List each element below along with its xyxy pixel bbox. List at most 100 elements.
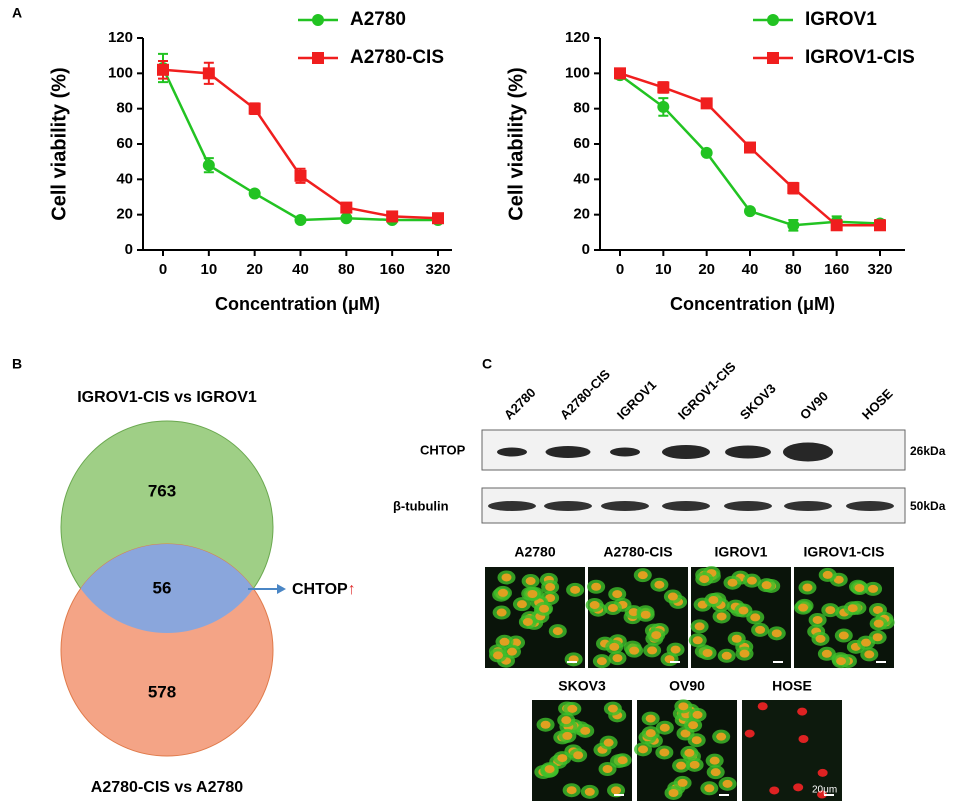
nucleus (603, 738, 614, 747)
y-axis-label: Cell viability (%) (48, 67, 70, 220)
nucleus (854, 584, 865, 593)
marker (248, 187, 261, 200)
nucleus (659, 748, 670, 757)
nucleus (678, 702, 689, 711)
nucleus (812, 615, 823, 624)
marker (874, 219, 886, 232)
x-tick-label: 20 (698, 261, 715, 278)
marker (767, 52, 779, 64)
x-tick-label: 160 (824, 261, 849, 278)
nucleus (561, 716, 572, 725)
x-axis-label: Concentration (μM) (670, 294, 835, 314)
nucleus (798, 603, 809, 612)
nucleus (499, 637, 510, 646)
blot-bands (488, 442, 894, 511)
panel-letter: B (12, 356, 22, 372)
y-tick-label: 100 (108, 64, 133, 81)
y-tick-label: 100 (565, 64, 590, 81)
venn-count: 56 (153, 578, 172, 597)
venn-title: A2780-CIS vs A2780 (91, 779, 243, 796)
band (601, 501, 649, 511)
nucleus (817, 768, 828, 777)
marker (312, 52, 324, 64)
lane-label: A2780-CIS (557, 366, 613, 422)
marker (340, 201, 353, 214)
marker (312, 14, 324, 26)
nucleus (602, 764, 613, 773)
venn-overlap (61, 544, 273, 633)
nucleus (544, 765, 555, 774)
y-tick-label: 80 (116, 100, 133, 117)
marker (787, 182, 800, 195)
blot-row-label: CHTOP (420, 442, 466, 457)
lane-label: IGROV1-CIS (675, 359, 739, 423)
lane-label: IGROV1 (614, 377, 659, 422)
band (497, 447, 527, 457)
panel-letter: A (12, 5, 22, 21)
band (545, 446, 591, 458)
nucleus (716, 732, 727, 741)
nucleus (727, 578, 738, 587)
nucleus (821, 649, 832, 658)
nucleus (692, 636, 703, 645)
nucleus (670, 645, 681, 654)
nucleus (612, 654, 623, 663)
marker (744, 141, 756, 154)
arrow-label: CHTOP↑ (292, 581, 356, 598)
nucleus (540, 720, 551, 729)
legend-label: A2780 (350, 9, 406, 30)
nucleus (699, 575, 710, 584)
x-tick-label: 10 (655, 261, 672, 278)
x-tick-label: 0 (616, 261, 624, 278)
nucleus (817, 790, 828, 799)
band (544, 501, 592, 511)
band (724, 501, 772, 511)
nucleus (822, 570, 833, 579)
y-tick-label: 80 (573, 100, 590, 117)
band (662, 445, 710, 459)
marker (700, 97, 713, 110)
x-tick-label: 40 (742, 261, 759, 278)
lane-label: OV90 (797, 388, 831, 422)
nucleus (864, 650, 875, 659)
nucleus (815, 634, 826, 643)
nucleus (868, 584, 879, 593)
nucleus (667, 592, 678, 601)
y-tick-label: 120 (108, 29, 133, 46)
x-tick-label: 0 (159, 261, 167, 278)
nucleus (617, 756, 628, 765)
nucleus (629, 646, 640, 655)
micrographs (485, 566, 895, 801)
micrograph (742, 700, 842, 801)
nucleus (798, 734, 809, 743)
legend-label: IGROV1-CIS (805, 47, 915, 68)
marker (248, 102, 261, 115)
nucleus (525, 577, 536, 586)
nucleus (872, 605, 883, 614)
nucleus (607, 704, 618, 713)
nucleus (797, 707, 808, 716)
nucleus (511, 638, 522, 647)
nucleus (716, 612, 727, 621)
marker (614, 67, 626, 80)
series-line (161, 67, 438, 222)
nucleus (694, 622, 705, 631)
nucleus (651, 631, 662, 640)
nucleus (527, 590, 538, 599)
y-tick-label: 40 (116, 170, 133, 187)
marker (657, 81, 670, 94)
nucleus (645, 729, 656, 738)
x-tick-label: 10 (200, 261, 217, 278)
nucleus (580, 726, 591, 735)
band (846, 501, 894, 511)
marker (432, 212, 444, 225)
band (725, 445, 771, 459)
nucleus (516, 600, 527, 609)
panel-letter: C (482, 356, 492, 372)
nucleus (691, 736, 702, 745)
y-tick-label: 120 (565, 29, 590, 46)
nucleus (612, 590, 623, 599)
nucleus (584, 787, 595, 796)
nucleus (552, 627, 563, 636)
